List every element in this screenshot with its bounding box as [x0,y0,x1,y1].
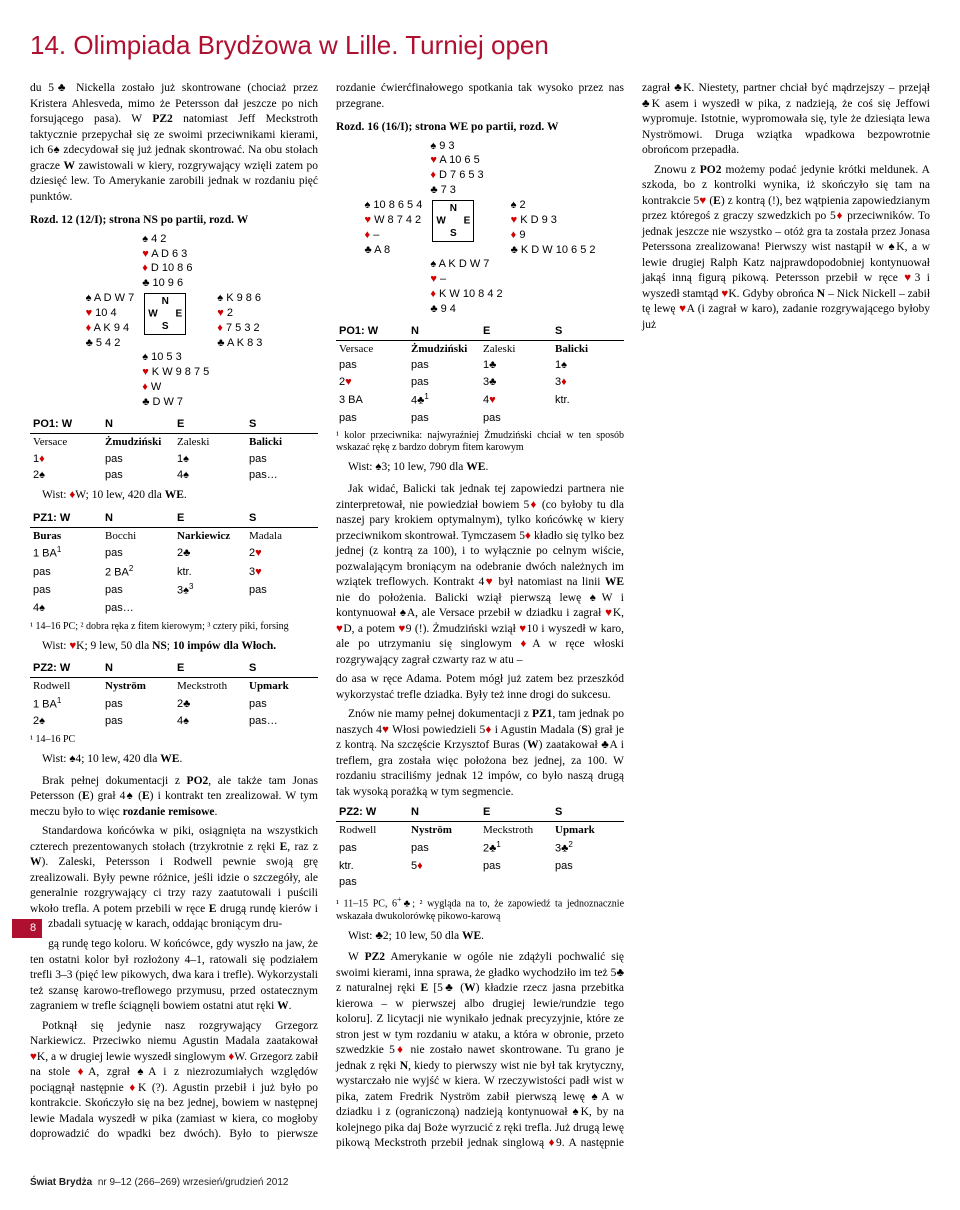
deal-header: Rozd. 12 (12/I); strona NS po partii, ro… [30,213,318,229]
lead-result: Wist: ♠4; 10 lew, 420 dla WE. [30,752,318,768]
para: Znowu z PO2 możemy podać jedynie krótki … [642,163,930,334]
lead-result: Wist: ♥K; 9 lew, 50 dla NS; 10 impów dla… [30,639,318,655]
compass-icon: NWES [144,293,186,335]
footnote: ¹ kolor przeciwnika: najwyraźniej Żmudzi… [336,430,624,454]
para: Brak pełnej dokumentacji z PO2, ale takż… [30,774,318,821]
para: gą rundę tego koloru. W końcówce, gdy wy… [30,937,318,1015]
para: Standardowa końcówka w piki, osiągnięta … [30,824,318,933]
bidding-table: PZ2: WNES RodwellNyströmMeckstrothUpmark… [336,804,624,891]
lead-result: Wist: ♦W; 10 lew, 420 dla WE. [30,488,318,504]
footnote: ¹ 11–15 PC, 6+♣; ² wygląda na to, że zap… [336,895,624,922]
bidding-table: PZ1: WNES BurasBocchiNarkiewiczMadala 1 … [30,510,318,617]
bridge-deal: ♠ 4 2 ♥ A D 6 3 ♦ D 10 8 6 ♣ 10 9 6 ♠ A … [82,232,267,410]
page-footer: Świat Brydża nr 9–12 (266–269) wrzesień/… [30,1176,930,1190]
lead-result: Wist: ♠3; 10 lew, 790 dla WE. [336,460,624,476]
footnote: ¹ 14–16 PC; ² dobra ręka z fitem kierowy… [30,621,318,633]
bidding-table: PO1: WNES VersaceŻmudzińskiZaleskiBalick… [336,323,624,427]
lead-result: Wist: ♣2; 10 lew, 50 dla WE. [336,929,624,945]
compass-icon: NWES [432,200,474,242]
bidding-table: PZ2: WNES RodwellNyströmMeckstrothUpmark… [30,660,318,730]
para: do asa w ręce Adama. Potem mógł już zate… [336,672,624,703]
footnote: ¹ 14–16 PC [30,734,318,746]
article-body: du 5♣ Nickella zostało już skontrowane (… [30,81,930,1166]
bidding-table: PO1: WNES VersaceŻmudzińskiZaleskiBalick… [30,416,318,484]
page-title: 14. Olimpiada Brydżowa w Lille. Turniej … [30,28,930,63]
para: Znów nie mamy pełnej dokumentacji z PZ1,… [336,707,624,800]
para: du 5♣ Nickella zostało już skontrowane (… [30,81,318,205]
para: Jak widać, Balicki tak jednak tej zapowi… [336,482,624,668]
deal-header: Rozd. 16 (16/I); strona WE po partii, ro… [336,120,624,136]
page-number-badge: 8 [12,919,42,938]
bridge-deal: ♠ 9 3 ♥ A 10 6 5 ♦ D 7 6 5 3 ♣ 7 3 ♠ 10 … [361,139,600,317]
